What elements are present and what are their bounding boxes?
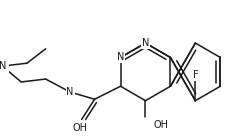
Text: F: F [193,70,198,80]
Text: OH: OH [72,123,87,133]
Text: N: N [66,87,74,97]
Text: OH: OH [153,120,168,130]
Text: N: N [142,38,149,48]
Text: N: N [117,52,124,62]
Text: N: N [0,61,6,71]
